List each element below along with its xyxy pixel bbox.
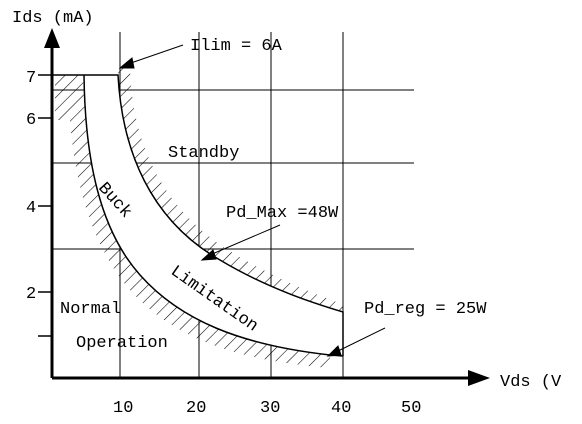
y-tick-7: 7 xyxy=(26,69,36,88)
x-tick-20: 20 xyxy=(186,399,206,418)
annotation-arrows xyxy=(118,44,386,357)
y-tick-marks xyxy=(38,74,52,337)
x-tick-40: 40 xyxy=(331,399,351,418)
pd-reg-label: Pd_reg = 25W xyxy=(364,300,487,319)
x-axis-arrow-icon xyxy=(468,370,490,386)
y-tick-2: 2 xyxy=(26,285,36,304)
ilim-label: Ilim = 6A xyxy=(190,37,283,56)
x-tick-30: 30 xyxy=(260,399,280,418)
y-tick-6: 6 xyxy=(26,111,36,130)
y-axis-label: Ids (mA) xyxy=(12,9,94,28)
x-tick-50: 50 xyxy=(401,399,421,418)
pd-max-label: Pd_Max =48W xyxy=(226,204,339,223)
normal-label: Normal xyxy=(60,300,121,319)
axes xyxy=(50,45,470,380)
x-axis-label: Vds (V xyxy=(500,373,562,392)
limitation-curves xyxy=(52,74,344,357)
operation-label: Operation xyxy=(76,334,168,353)
y-axis-arrow-icon xyxy=(44,28,60,48)
standby-label: Standby xyxy=(168,144,239,163)
y-tick-4: 4 xyxy=(26,199,36,218)
x-tick-10: 10 xyxy=(113,399,133,418)
hatched-region-inner xyxy=(55,75,330,368)
